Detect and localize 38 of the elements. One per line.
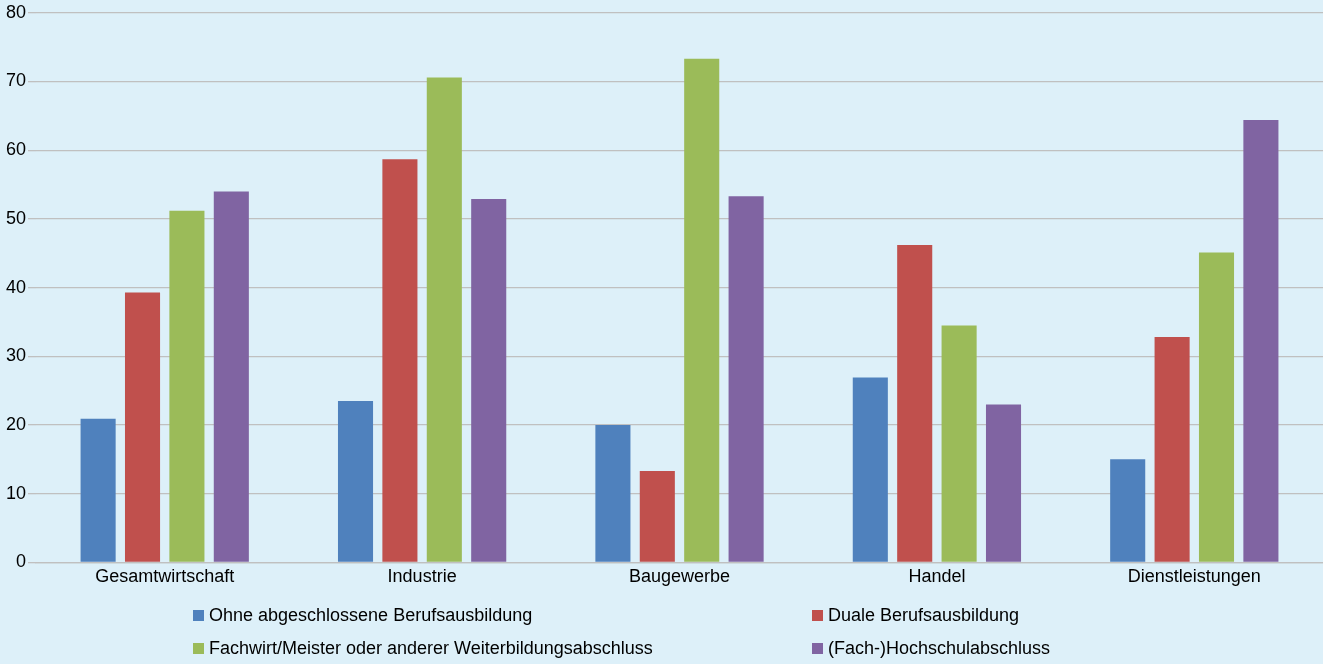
bar (639, 471, 675, 562)
bar (169, 210, 205, 562)
y-tick-label: 20 (5, 413, 27, 434)
bar (897, 245, 933, 562)
legend-label: Duale Berufsausbildung (828, 605, 1020, 626)
bar (728, 196, 764, 562)
legend-label: Fachwirt/Meister oder anderer Weiterbildungsabschluss (209, 638, 653, 659)
x-tick-label: Industrie (387, 566, 457, 587)
bar (124, 292, 161, 562)
bar (595, 425, 631, 562)
x-tick-label: Baugewerbe (628, 566, 731, 587)
x-tick-label: Handel (908, 566, 966, 587)
y-tick-label: 70 (5, 70, 27, 91)
y-tick-label: 50 (5, 207, 27, 228)
y-tick-label: 0 (16, 551, 27, 572)
bar (80, 418, 116, 562)
bar (337, 400, 374, 562)
bar (941, 325, 977, 562)
bar (852, 377, 888, 562)
bar (426, 77, 462, 562)
bar (213, 191, 249, 562)
x-tick-label: Dienstleistungen (1127, 566, 1261, 587)
bar (471, 198, 507, 562)
y-tick-label: 30 (5, 345, 27, 366)
legend-label: (Fach-)Hochschulabschluss (828, 638, 1051, 659)
y-tick-label: 10 (5, 482, 27, 503)
bar (1154, 337, 1190, 562)
bar (1198, 252, 1235, 562)
y-tick-label: 80 (5, 1, 27, 22)
y-tick-label: 60 (5, 139, 27, 160)
bar (382, 159, 418, 562)
bar (684, 58, 720, 562)
y-tick-label: 40 (5, 276, 27, 297)
bar (985, 404, 1022, 562)
bar (1110, 459, 1146, 562)
legend-label: Ohne abgeschlossene Berufsausbildung (209, 605, 533, 626)
x-tick-label: Gesamtwirtschaft (95, 566, 235, 587)
bar (1243, 119, 1279, 562)
